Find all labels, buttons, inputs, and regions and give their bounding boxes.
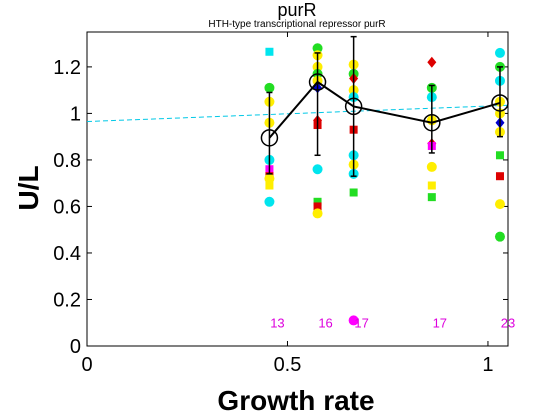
plot-area: 0 0.2 0.4 0.6 0.8 1 1.2 0 0.5 1 13 16 17 17 23 [53,31,515,376]
data-point-square [427,193,436,202]
trend-line [86,104,509,123]
data-point-diamond [427,56,437,68]
data-point-square [313,202,322,211]
data-point-circle [312,164,323,175]
y-tick-label: 1 [70,103,81,125]
x-tick-label: 0.5 [274,354,302,376]
count-label: 23 [501,316,515,331]
count-label: 16 [318,316,332,331]
x-tick-label: 1 [482,354,493,376]
data-point-circle [494,231,505,242]
y-tick-label: 0.6 [53,196,81,218]
data-point-circle [312,43,323,54]
data-point-circle [494,199,505,210]
x-tick-label: 0 [81,354,92,376]
mean-marker [423,113,441,132]
data-point-circle [264,82,275,93]
data-point-circle [264,173,275,184]
chart-title: purR [277,0,316,20]
mean-marker [491,94,509,112]
y-tick-label: 0 [70,336,81,358]
count-label: 13 [270,316,284,331]
y-tick-label: 0.2 [53,289,81,311]
data-point-circle [426,161,437,172]
mean-line [268,80,501,139]
y-tick-label: 1.2 [53,57,81,79]
data-point-square [265,181,274,190]
count-label: 17 [433,316,447,331]
mean-marker [344,97,363,116]
data-point-square [265,47,274,56]
data-point-square [313,197,322,206]
mean-marker [260,129,279,147]
data-point-circle [348,315,359,326]
data-point-circle [312,208,323,219]
data-point-square [495,172,504,181]
y-axis-label: U/L [13,165,44,210]
data-point-circle [264,196,275,207]
data-point-square [349,188,358,197]
y-tick-label: 0.8 [53,150,81,172]
y-tick-label: 0.4 [53,243,81,265]
count-label: 17 [354,316,368,331]
axes-frame [86,31,509,347]
data-point-square [495,151,504,160]
data-point-square [427,181,436,190]
chart-subtitle: HTH-type transcriptional repressor purR [208,19,385,30]
mean-marker [308,73,327,91]
x-axis-label: Growth rate [217,385,374,416]
data-point-circle [494,47,505,58]
